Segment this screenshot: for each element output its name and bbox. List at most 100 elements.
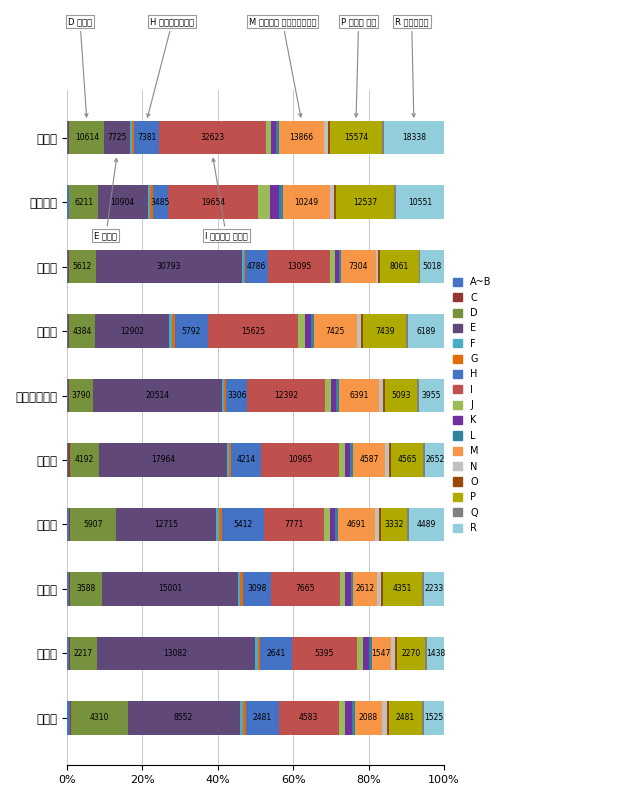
Text: 5792: 5792 — [181, 326, 201, 335]
Bar — [325, 121, 328, 154]
Bar — [69, 378, 93, 412]
Bar — [330, 121, 382, 154]
Text: 1547: 1547 — [371, 649, 391, 658]
Bar — [97, 637, 255, 670]
Bar — [71, 701, 128, 734]
Bar — [169, 314, 172, 348]
Text: 8552: 8552 — [174, 714, 193, 722]
Bar — [128, 701, 239, 734]
Text: 18338: 18338 — [402, 133, 426, 142]
Text: 13095: 13095 — [287, 262, 312, 271]
Text: 8061: 8061 — [390, 262, 409, 271]
Bar — [339, 701, 345, 734]
Text: 2652: 2652 — [425, 455, 444, 465]
Text: 4384: 4384 — [72, 326, 92, 335]
Text: 3485: 3485 — [151, 198, 170, 206]
Bar — [361, 314, 363, 348]
Bar — [387, 701, 389, 734]
Bar — [345, 701, 352, 734]
Bar — [69, 250, 96, 283]
Text: H 運輸業，郵便業: H 運輸業，郵便業 — [147, 18, 194, 117]
Text: M 宿泊業， 飲食サービス業: M 宿泊業， 飲食サービス業 — [249, 18, 316, 117]
Bar — [67, 378, 69, 412]
Text: 7439: 7439 — [375, 326, 394, 335]
Bar — [328, 121, 330, 154]
Bar — [397, 637, 424, 670]
Bar — [424, 572, 444, 606]
Text: 4565: 4565 — [397, 455, 417, 465]
Bar — [266, 121, 271, 154]
Bar — [345, 572, 351, 606]
Bar — [408, 314, 444, 348]
Bar — [226, 378, 247, 412]
Bar — [271, 572, 340, 606]
Bar — [153, 186, 168, 219]
Bar — [379, 378, 383, 412]
Bar — [311, 314, 314, 348]
Bar — [353, 572, 377, 606]
Bar — [381, 508, 407, 542]
Bar — [69, 508, 70, 542]
Bar — [117, 508, 216, 542]
Bar — [424, 443, 426, 477]
Text: 4214: 4214 — [237, 455, 256, 465]
Bar — [93, 378, 222, 412]
Text: 6391: 6391 — [350, 391, 369, 400]
Bar — [353, 443, 386, 477]
Bar — [339, 443, 345, 477]
Bar — [227, 443, 229, 477]
Bar — [351, 572, 353, 606]
Bar — [69, 637, 70, 670]
Text: 2270: 2270 — [401, 649, 421, 658]
Text: 12902: 12902 — [120, 326, 144, 335]
Text: 20514: 20514 — [146, 391, 169, 400]
Bar — [240, 572, 243, 606]
Text: 2641: 2641 — [266, 649, 285, 658]
Bar — [159, 121, 266, 154]
Bar — [172, 314, 174, 348]
Bar — [168, 186, 258, 219]
Bar — [242, 250, 244, 283]
Bar — [391, 443, 424, 477]
Bar — [239, 701, 243, 734]
Bar — [354, 701, 382, 734]
Bar — [268, 250, 330, 283]
Bar — [231, 443, 261, 477]
Text: 17964: 17964 — [151, 455, 175, 465]
Bar — [298, 314, 305, 348]
Bar — [244, 250, 245, 283]
Bar — [336, 186, 394, 219]
Text: 3955: 3955 — [422, 391, 441, 400]
Bar — [133, 121, 135, 154]
Bar — [424, 637, 427, 670]
Bar — [150, 186, 153, 219]
Bar — [70, 637, 97, 670]
Bar — [422, 701, 424, 734]
Bar — [426, 443, 444, 477]
Text: 10551: 10551 — [408, 198, 432, 206]
Text: 4587: 4587 — [359, 455, 379, 465]
Bar — [382, 701, 387, 734]
Text: 1438: 1438 — [426, 649, 445, 658]
Bar — [258, 186, 270, 219]
Bar — [243, 701, 246, 734]
Bar — [406, 314, 408, 348]
Bar — [340, 572, 345, 606]
Bar — [330, 508, 335, 542]
Bar — [379, 508, 381, 542]
Bar — [67, 121, 69, 154]
Bar — [396, 186, 444, 219]
Bar — [331, 378, 336, 412]
Bar — [67, 314, 69, 348]
Bar — [339, 250, 341, 283]
Text: 6189: 6189 — [417, 326, 436, 335]
Text: 15625: 15625 — [241, 326, 265, 335]
Bar — [255, 637, 257, 670]
Text: 15001: 15001 — [158, 585, 182, 594]
Bar — [148, 186, 150, 219]
Bar — [335, 250, 339, 283]
Bar — [104, 121, 130, 154]
Bar — [357, 637, 363, 670]
Bar — [330, 250, 335, 283]
Bar — [67, 250, 68, 283]
